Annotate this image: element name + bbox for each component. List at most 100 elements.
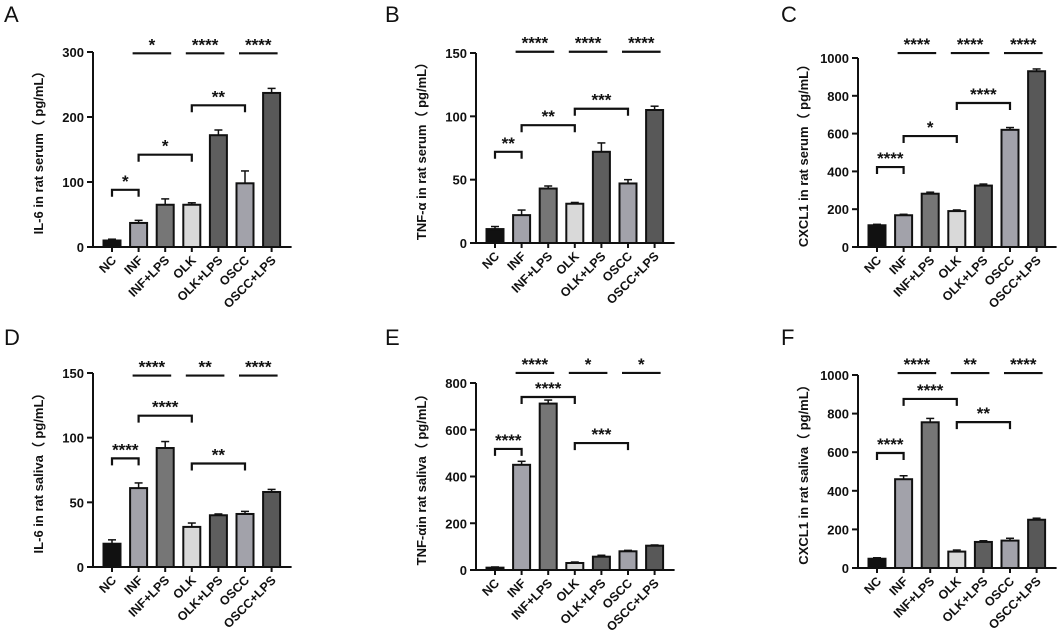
y-tick-label: 600 [827,127,849,142]
bar-oscc [235,182,255,249]
panel-letter: E [385,325,400,350]
significance-label: **** [245,35,272,54]
x-tick-label: NC [479,249,502,272]
bar-olk-lps [973,184,993,248]
y-tick-label: 100 [62,175,84,190]
y-tick-label: 800 [827,89,849,104]
y-tick-label: 600 [445,423,467,438]
y-tick-label: 150 [445,46,467,61]
bar-oscc-lps [645,109,665,244]
y-tick-label: 100 [62,431,84,446]
y-tick-label: 100 [445,109,467,124]
significance-label: * [149,35,156,54]
significance-label: **** [1010,35,1037,54]
significance-label: **** [904,355,931,374]
y-tick-label: 800 [827,407,849,422]
bar-olk-lps [591,555,611,572]
bar-nc [867,224,887,248]
y-axis-label: IL-6 in rat saliva（ pg/mL） [31,387,46,554]
bar-inf [512,463,532,571]
significance-label: **** [917,381,944,400]
bar-inf [894,214,914,249]
significance-bracket [110,188,140,197]
bar-nc [485,228,505,244]
significance-label: * [638,355,645,374]
bar-olk [182,525,202,569]
y-tick-label: 50 [70,495,84,510]
significance-bracket [190,462,247,471]
bar-nc [485,566,505,571]
bar-olk-lps [208,514,228,568]
y-tick-label: 50 [453,173,467,188]
significance-label: **** [575,34,602,53]
significance-label: **** [522,355,549,374]
significance-label: ** [542,107,556,126]
y-tick-label: 0 [842,240,849,255]
significance-label: **** [970,85,997,104]
y-tick-label: 400 [445,470,467,485]
bar-olk-lps [208,134,228,248]
y-tick-label: 0 [842,561,849,576]
significance-bracket [520,395,576,405]
significance-bracket [902,397,958,406]
y-tick-label: 200 [827,522,849,537]
significance-bracket [573,107,630,116]
y-tick-label: 200 [445,516,467,531]
significance-label: **** [904,35,931,54]
significance-label: ** [963,355,977,374]
significance-label: **** [139,358,166,377]
bar-olk [182,203,202,248]
bar-inf-lps [155,447,175,568]
y-axis-label: CXCL1 in rat serum（ pg/mL） [796,58,811,247]
panel-letter: B [385,2,400,27]
panel-f: F 0 200 400 600 800 1000 CXCL1 in rat saliva（ p… [781,325,1057,632]
significance-label: *** [591,91,611,110]
y-tick-label: 400 [827,484,849,499]
bar-olk [565,561,585,571]
y-tick-label: 400 [827,164,849,179]
bar-inf-lps [155,203,175,248]
significance-bracket [493,150,523,159]
significance-label: **** [495,431,522,450]
bar-inf [894,478,914,569]
y-tick-label: 200 [827,202,849,217]
significance-bracket [190,104,247,113]
significance-label: ** [502,134,516,153]
significance-label: **** [522,34,549,53]
significance-label: ** [212,87,226,106]
y-tick-label: 150 [62,366,84,381]
bar-inf-lps [538,402,558,571]
bar-nc [102,542,122,568]
bar-oscc [1000,128,1020,249]
panel-c: C 0 200 400 600 800 1000 CXCL1 in rat serum（ pg… [781,2,1057,311]
bar-olk-lps [973,540,993,570]
significance-label: **** [877,435,904,454]
significance-label: **** [535,379,562,398]
bar-inf-lps [920,192,940,248]
y-axis-label: TNF-αin rat saliva（ pg/mL） [414,388,429,566]
bar-oscc [618,550,638,571]
significance-label: *** [591,425,611,444]
y-tick-label: 200 [62,110,84,125]
significance-bracket [137,414,193,423]
bar-oscc-lps [1027,518,1047,569]
bar-olk [947,210,967,248]
significance-label: * [122,172,129,191]
significance-bracket [955,101,1012,110]
significance-label: **** [957,35,984,54]
significance-label: ** [198,358,212,377]
bar-oscc-lps [262,490,282,568]
panel-e: E 0 200 400 600 800 TNF-αin rat saliva（ pg/mL）… [385,325,675,634]
bar-oscc-lps [645,544,665,572]
y-tick-label: 0 [77,560,84,575]
significance-label: ** [212,446,226,465]
y-axis-label: TNF-α in rat serum（ pg/mL） [414,56,429,240]
significance-label: **** [245,358,272,377]
bar-inf [512,214,532,244]
bar-oscc [1000,539,1020,569]
panel-letter: C [781,2,797,27]
y-tick-label: 0 [460,563,467,578]
